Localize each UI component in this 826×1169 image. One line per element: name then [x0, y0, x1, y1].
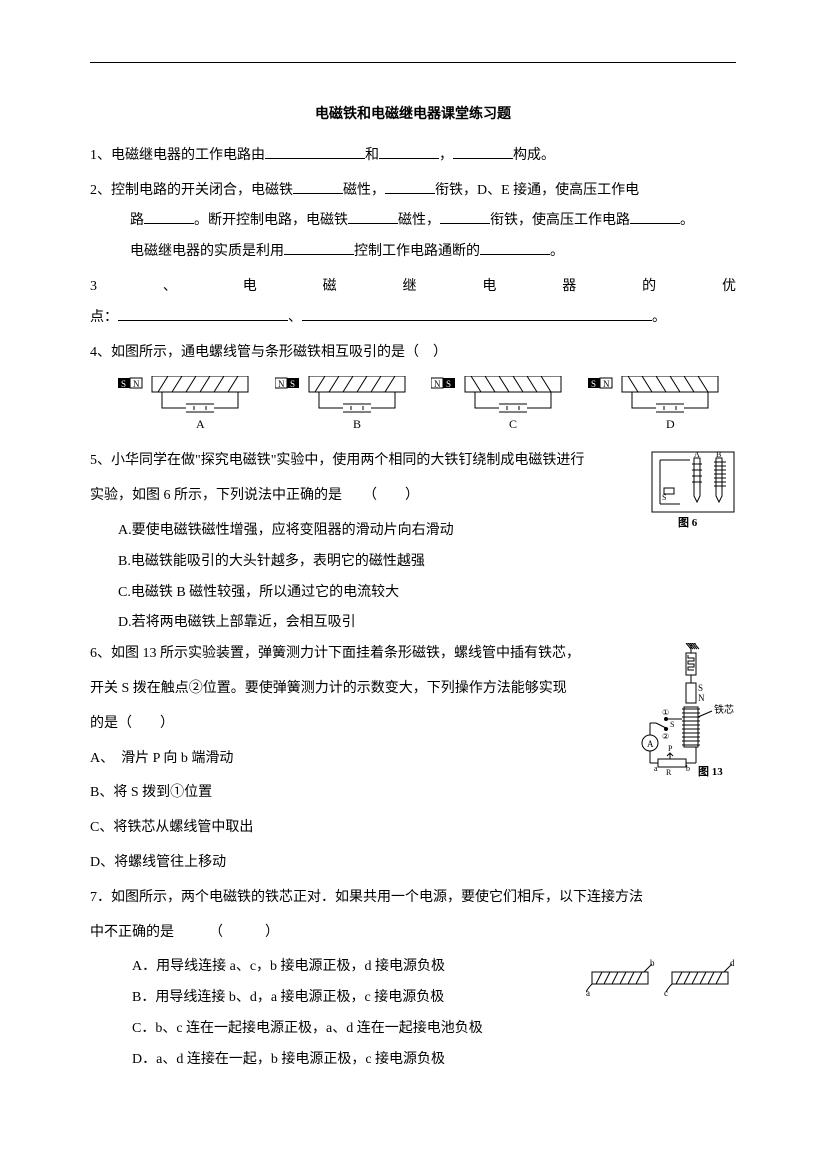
- fig13-label: 图 13: [698, 765, 723, 778]
- q3c5: 电: [482, 272, 496, 303]
- q1-text-a: 1、电磁继电器的工作电路由: [90, 148, 265, 163]
- svg-text:B: B: [716, 450, 721, 459]
- q2i: 电磁继电器的实质是利用: [130, 244, 284, 259]
- q7-opt-d: D．a、d 连接在一起，b 接电源正极，c 接电源负极: [90, 1045, 736, 1076]
- question-5b: 实验，如图 6 所示，下列说法中正确的是 （ ）: [90, 481, 736, 512]
- label-s: S: [290, 379, 295, 389]
- svg-text:d: d: [730, 958, 735, 968]
- label-d: D: [666, 417, 675, 431]
- fig6-label: 图 6: [678, 516, 698, 529]
- q2h: 。: [680, 213, 694, 228]
- figure-6: S A B 图 6: [650, 450, 736, 543]
- q5-opt-b: B.电磁铁能吸引的大头针越多，表明它的磁性越强: [90, 547, 736, 578]
- figure-13: S N 铁芯 ① ② S A P a R b 图 13: [636, 643, 736, 796]
- label-b: B: [353, 417, 361, 431]
- q2a: 2、控制电路的开关闭合，电磁铁: [90, 183, 293, 198]
- q2e: 。断开控制电路，电磁铁: [194, 213, 348, 228]
- q6-opt-c: C、将铁芯从螺线管中取出: [90, 813, 736, 844]
- q3c4: 继: [403, 272, 417, 303]
- doc-title: 电磁铁和电磁继电器课堂练习题: [90, 100, 736, 131]
- q3c3: 磁: [323, 272, 337, 303]
- q2g: 衔铁，使高压工作电路: [490, 213, 630, 228]
- q5-opt-c: C.电磁铁 B 磁性较强，所以通过它的电流较大: [90, 578, 736, 609]
- q3c0: 3: [90, 272, 97, 303]
- q2f: 磁性，: [398, 213, 440, 228]
- q3c7: 的: [642, 272, 656, 303]
- svg-text:①: ①: [662, 708, 669, 717]
- svg-text:b: b: [650, 958, 655, 968]
- q3-dian: 点：: [90, 310, 118, 325]
- svg-text:b: b: [686, 764, 690, 773]
- label-n: N: [278, 379, 285, 389]
- q3c1: 、: [163, 272, 177, 303]
- q3c6: 器: [562, 272, 576, 303]
- q3-sep: 、: [288, 310, 302, 325]
- svg-text:S: S: [698, 683, 703, 693]
- diagram-b: N S B: [275, 376, 415, 432]
- svg-text:c: c: [664, 988, 668, 998]
- label-s: S: [591, 379, 596, 389]
- question-7b: 中不正确的是 （ ）: [90, 918, 736, 949]
- label-a: A: [196, 417, 205, 431]
- q1-text-b: 和: [365, 148, 379, 163]
- question-4: 4、如图所示，通电螺线管与条形磁铁相互吸引的是（ ）: [90, 338, 736, 369]
- q5-opt-d: D.若将两电磁铁上部靠近，会相互吸引: [90, 608, 736, 639]
- svg-text:A: A: [647, 739, 654, 749]
- q3-end: 。: [652, 310, 666, 325]
- q3-row1: 3 、 电 磁 继 电 器 的 优: [90, 272, 736, 303]
- q2k: 。: [550, 244, 564, 259]
- question-3: 3 、 电 磁 继 电 器 的 优 点：、。: [90, 272, 736, 334]
- q2c: 衔铁，D、E 接通，使高压工作电: [435, 183, 639, 198]
- q6-opt-d: D、将螺线管往上移动: [90, 848, 736, 879]
- q5-opt-a: A.要使电磁铁磁性增强，应将变阻器的滑动片向右滑动: [90, 516, 736, 547]
- label-n: N: [434, 379, 441, 389]
- svg-text:a: a: [654, 764, 658, 773]
- q3c2: 电: [243, 272, 257, 303]
- svg-text:A: A: [694, 450, 700, 459]
- q3c8: 优: [722, 272, 736, 303]
- q4-diagrams: S N A N S B: [110, 376, 736, 432]
- svg-text:铁芯: 铁芯: [714, 703, 734, 716]
- label-n: N: [133, 379, 140, 389]
- question-1: 1、电磁继电器的工作电路由和，构成。: [90, 141, 736, 172]
- q7-opt-c: C．b、c 连在一起接电源正极，a、d 连在一起接电池负极: [90, 1014, 736, 1045]
- label-s: S: [446, 379, 451, 389]
- diagram-a: S N A: [118, 376, 258, 432]
- label-n: N: [603, 379, 610, 389]
- svg-text:a: a: [586, 988, 590, 998]
- question-5a: 5、小华同学在做"探究电磁铁"实验中，使用两个相同的大铁钉绕制成电磁铁进行: [90, 446, 736, 477]
- question-2: 2、控制电路的开关闭合，电磁铁磁性，衔铁，D、E 接通，使高压工作电 路。断开控…: [90, 176, 736, 268]
- q2b: 磁性，: [343, 183, 385, 198]
- svg-text:N: N: [698, 693, 705, 703]
- q2d: 路: [130, 213, 144, 228]
- svg-text:P: P: [668, 744, 673, 753]
- svg-text:S: S: [670, 720, 674, 729]
- svg-text:R: R: [666, 768, 672, 777]
- q1-text-c: 构成。: [513, 148, 555, 163]
- q2j: 控制工作电路通断的: [354, 244, 480, 259]
- svg-text:②: ②: [662, 732, 669, 741]
- diagram-c: N S C: [431, 376, 571, 432]
- label-s: S: [121, 379, 126, 389]
- label-c: C: [509, 417, 517, 431]
- diagram-d: S N D: [588, 376, 728, 432]
- question-7a: 7．如图所示，两个电磁铁的铁芯正对．如果共用一个电源，要使它们相斥，以下连接方法: [90, 883, 736, 914]
- figure-7: a b c d: [586, 958, 736, 1011]
